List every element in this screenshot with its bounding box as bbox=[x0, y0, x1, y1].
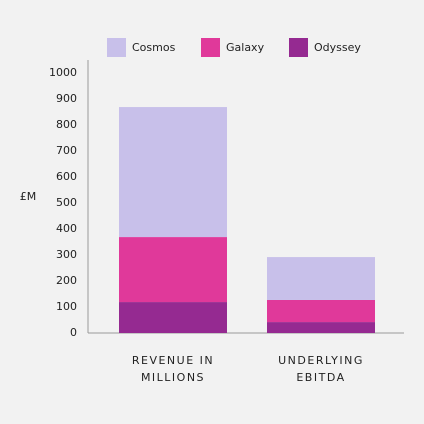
legend-swatch bbox=[107, 38, 126, 57]
x-tick-label: UNDERLYING EBITDA bbox=[278, 354, 364, 384]
y-tick-label: 1000 bbox=[49, 66, 77, 79]
bar-segment bbox=[119, 302, 227, 333]
y-tick-label: 600 bbox=[56, 170, 77, 183]
y-tick-label: 0 bbox=[70, 326, 77, 339]
y-axis-label: £M bbox=[20, 190, 37, 203]
legend-label: Cosmos bbox=[132, 41, 176, 54]
bar-segment bbox=[119, 107, 227, 238]
y-tick-label: 900 bbox=[56, 92, 77, 105]
y-tick-label: 700 bbox=[56, 144, 77, 157]
legend-swatch bbox=[289, 38, 308, 57]
y-tick-label: 200 bbox=[56, 274, 77, 287]
legend-label: Odyssey bbox=[314, 41, 361, 54]
y-tick-label: 500 bbox=[56, 196, 77, 209]
bar-segment bbox=[267, 257, 375, 300]
x-tick-label: REVENUE IN MILLIONS bbox=[131, 354, 215, 384]
legend-label: Galaxy bbox=[226, 41, 265, 54]
bar-segment bbox=[267, 299, 375, 323]
y-tick-label: 100 bbox=[56, 300, 77, 313]
y-tick-label: 400 bbox=[56, 222, 77, 235]
y-tick-label: 800 bbox=[56, 118, 77, 131]
legend-swatch bbox=[201, 38, 220, 57]
bar-segment bbox=[119, 237, 227, 303]
bar-segment bbox=[267, 322, 375, 333]
y-tick-label: 300 bbox=[56, 248, 77, 261]
